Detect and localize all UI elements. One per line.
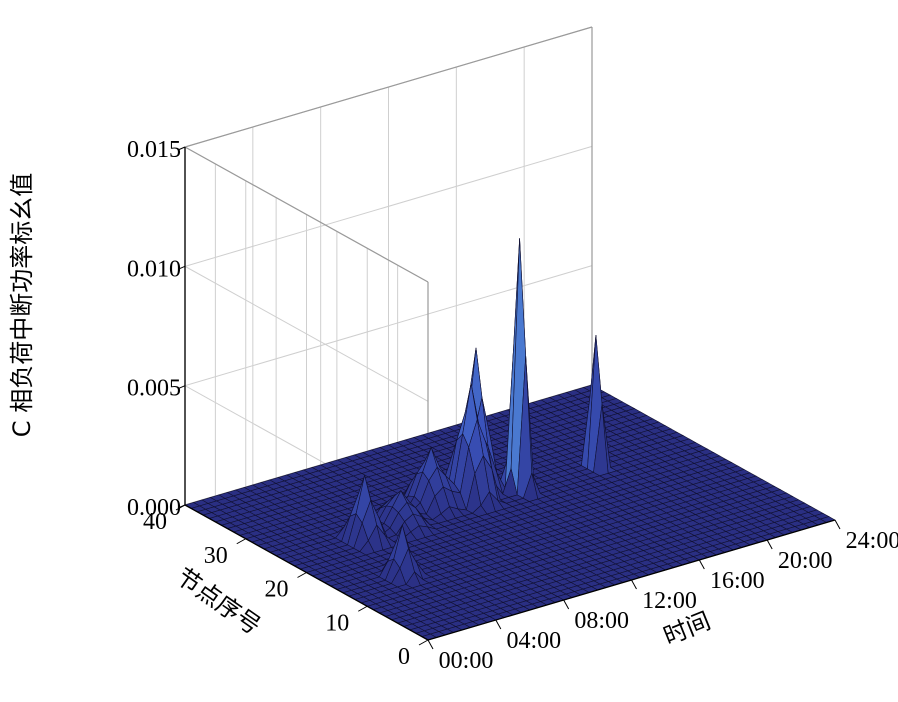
y-tick (418, 639, 429, 646)
z-tick (177, 265, 186, 270)
x-tick-label: 12:00 (642, 588, 697, 614)
z-tick-label: 0.005 (127, 376, 181, 402)
x-tick-label: 04:00 (506, 628, 561, 654)
y-tick (236, 538, 246, 545)
x-tick (631, 579, 637, 590)
box-edge (184, 26, 593, 148)
y-tick-label: 0 (398, 644, 410, 670)
x-tick (834, 519, 841, 530)
x-tick (698, 559, 705, 570)
x-tick-label: 24:00 (846, 528, 898, 554)
z-tick-label: 0.015 (127, 137, 181, 163)
y-tick (297, 572, 307, 578)
y-tick (358, 605, 368, 612)
axes: 00:00 04:00 08:00 12:00 16:00 20:00 24:00 0 10 20… (127, 137, 898, 674)
surface-plot (184, 238, 836, 641)
y-tick-label: 10 (325, 610, 349, 636)
x-tick-label: 00:00 (439, 648, 494, 674)
z-tick (177, 146, 186, 151)
z-axis-label: C 相负荷中断功率标幺值 (8, 173, 36, 437)
z-tick-label: 0.010 (127, 256, 181, 282)
box-edge (184, 146, 429, 283)
x-tick-label: 16:00 (710, 568, 765, 594)
z-tick (177, 504, 186, 509)
y-tick-label: 30 (204, 543, 228, 569)
y-tick-label: 40 (143, 509, 167, 535)
y-axis-label: 节点序号 (171, 562, 266, 640)
z-tick (177, 385, 186, 390)
x-tick (563, 599, 570, 610)
x-tick (495, 619, 502, 630)
x-tick-label: 08:00 (574, 608, 629, 634)
z-tick-label: 0.000 (127, 495, 181, 521)
x-tick (427, 639, 434, 650)
x-tick (766, 539, 773, 550)
x-tick-label: 20:00 (778, 548, 833, 574)
y-tick-label: 20 (265, 577, 289, 603)
